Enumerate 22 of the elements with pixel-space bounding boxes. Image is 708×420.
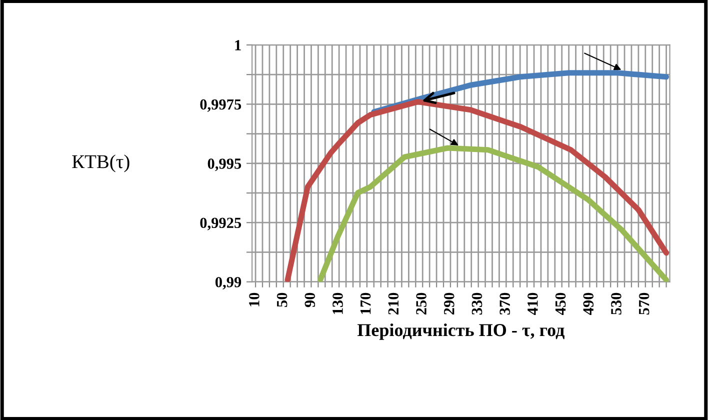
x-tick-label: 130	[332, 292, 343, 314]
x-tick-label: 250	[416, 292, 426, 315]
x-tick-label: 410	[528, 292, 538, 315]
x-tick-label: 290	[444, 292, 454, 315]
x-tick-label: 170	[360, 292, 371, 314]
y-tick-label: 1	[235, 40, 241, 50]
x-tick-label: 570	[638, 292, 650, 315]
y-tick-label: 0,9975	[200, 99, 242, 112]
x-tick-label: 450	[555, 292, 566, 315]
x-tick-label: 10	[249, 292, 260, 306]
x-tick-label: 330	[472, 292, 482, 315]
x-tick-label: 370	[500, 292, 510, 315]
y-tick-label: 0,99	[215, 276, 242, 290]
y-tick-label: 0,9925	[200, 218, 242, 230]
y-axis-title: КТВ(τ)	[72, 154, 130, 172]
x-tick-label: 530	[611, 292, 622, 315]
x-tick-label: 210	[388, 292, 399, 315]
y-tick-label: 0,995	[208, 158, 242, 172]
x-tick-label: 50	[276, 292, 288, 307]
x-axis-title: Періодичність ПО - τ, год	[357, 323, 564, 340]
x-tick-label: 90	[304, 292, 316, 308]
x-tick-label: 490	[583, 292, 594, 315]
